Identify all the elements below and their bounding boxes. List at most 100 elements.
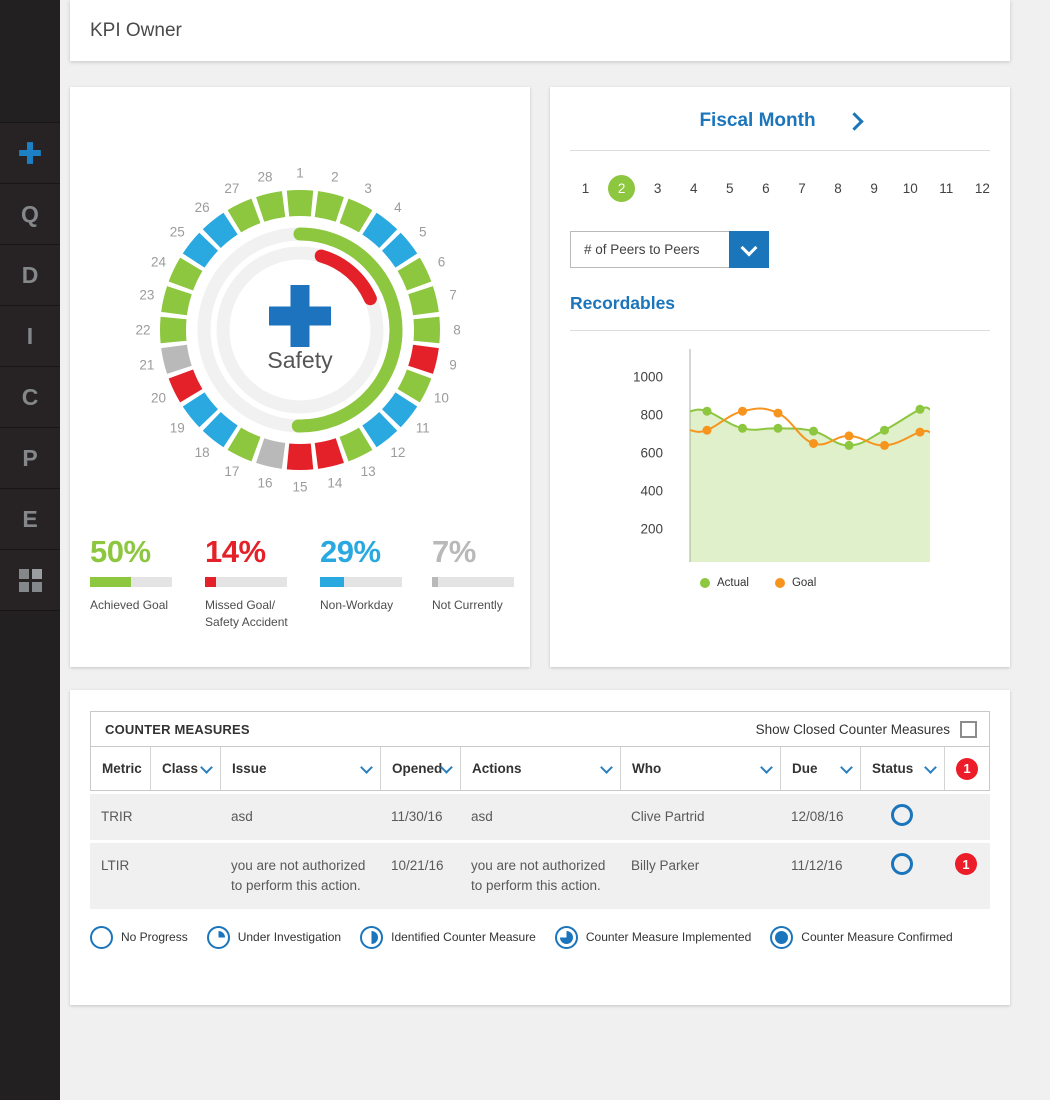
fiscal-month-selector: 1 2 3 4 5 6 7 8 9 10 11 12 [550,174,1010,202]
column-header-due[interactable]: Due [781,747,861,790]
cell-who: Clive Partrid [631,809,705,824]
cell-actions: asd [471,809,493,824]
day-segment-25[interactable] [182,232,218,268]
area-fill [690,407,930,562]
day-segment-23[interactable] [161,286,192,316]
sidebar-item-e[interactable]: E [0,488,60,549]
day-segment-5[interactable] [382,232,418,268]
day-segment-17[interactable] [227,427,261,462]
data-point-actual [738,423,747,433]
data-point-goal [880,440,889,450]
fiscal-month-11[interactable]: 11 [939,180,954,196]
cell-class [150,843,220,909]
column-header-who[interactable]: Who [621,747,781,790]
fiscal-month-12[interactable]: 12 [974,180,990,196]
day-segment-19[interactable] [182,392,218,428]
status-legend-item: Counter Measure Confirmed [770,925,953,949]
sort-chevron-icon[interactable] [360,760,373,774]
column-header-status[interactable]: Status [861,747,945,790]
recordables-chart: 200 400 600 800 1000 [633,349,931,562]
day-segment-20[interactable] [168,369,203,403]
day-segment-14[interactable] [314,438,344,469]
sort-chevron-icon[interactable] [840,760,853,774]
day-segment-16[interactable] [256,438,286,469]
day-segment-13[interactable] [339,427,373,462]
table-body: TRIR asd 11/30/16 asd Clive Partrid 12/08/16 L… [90,794,990,909]
sort-chevron-icon[interactable] [760,760,773,774]
y-tick-label: 600 [640,446,663,461]
status-pie-fill [95,931,108,944]
progress-arc-missed [314,249,377,306]
fiscal-month-5[interactable]: 5 [726,180,734,196]
day-segment-28[interactable] [256,191,286,222]
day-segment-11[interactable] [382,392,418,428]
sidebar-item-label: C [21,383,39,410]
day-segment-9[interactable] [408,344,439,374]
sidebar-item-apps[interactable] [0,549,60,611]
day-segment-1[interactable] [286,190,314,217]
day-segment-12[interactable] [362,412,398,448]
cell-status [860,843,944,909]
alert-count-badge: 1 [955,853,977,875]
grid-icon [18,568,42,592]
stat-label: Non-Workday [320,598,394,612]
metric-dropdown-button[interactable] [729,231,769,268]
day-segment-7[interactable] [408,286,439,316]
day-segment-15[interactable] [286,443,314,471]
safety-stat-missed: 14% Missed Goal/Safety Accident [205,534,320,632]
day-segment-18[interactable] [202,412,238,448]
sidebar-item-p[interactable]: P [0,427,60,488]
status-icon-no-progress[interactable] [891,804,913,826]
sidebar-item-add[interactable] [0,122,60,183]
donut-center-title: Safety [267,347,333,373]
day-segment-2[interactable] [314,191,344,222]
cell-actions: you are not authorized to perform this a… [471,858,606,894]
day-segment-3[interactable] [339,198,373,233]
day-segment-6[interactable] [397,257,432,291]
fiscal-month-6[interactable]: 6 [762,180,770,196]
column-header-issue[interactable]: Issue [221,747,381,790]
sidebar-item-c[interactable]: C [0,366,60,427]
day-label: 17 [224,464,239,479]
stat-progress-fill [432,577,438,587]
fiscal-month-4[interactable]: 4 [689,180,698,196]
day-segment-21[interactable] [161,344,192,374]
plus-icon[interactable] [269,285,331,347]
fiscal-month-9[interactable]: 9 [870,180,878,196]
show-closed-checkbox[interactable] [960,720,977,738]
fiscal-month-8[interactable]: 8 [834,180,842,196]
table-title: COUNTER MEASURES [105,721,250,737]
status-icon-no-progress[interactable] [891,853,913,875]
sort-chevron-icon[interactable] [600,760,613,774]
metric-dropdown-value[interactable]: # of Peers to Peers [570,231,729,268]
day-segment-24[interactable] [168,257,203,291]
sidebar-item-q[interactable]: Q [0,183,60,244]
recordables-title: Recordables [570,293,676,313]
column-header-actions[interactable]: Actions [461,747,621,790]
fiscal-month-7[interactable]: 7 [798,180,806,196]
fiscal-month-1[interactable]: 1 [581,180,590,196]
day-segment-8[interactable] [413,316,441,344]
fiscal-month-2[interactable]: 2 [608,174,636,202]
status-legend-item: Under Investigation [206,925,341,949]
stat-label: Not Currently [432,598,503,612]
day-segment-26[interactable] [202,212,238,248]
sort-chevron-icon[interactable] [924,760,937,774]
day-segment-22[interactable] [160,316,187,344]
sidebar-item-i[interactable]: I [0,305,60,366]
legend-item-actual: Actual [700,577,749,589]
cell-alert [944,794,988,840]
safety-stats: 50% Achieved Goal 14% Missed Goal/Safety Ac… [90,534,516,632]
metric-dropdown[interactable]: # of Peers to Peers [570,231,1010,268]
sidebar-item-d[interactable]: D [0,244,60,305]
day-segment-4[interactable] [362,212,398,248]
fiscal-month-3[interactable]: 3 [653,180,662,196]
chevron-right-icon[interactable] [844,111,864,131]
day-segment-27[interactable] [227,198,261,233]
day-segment-10[interactable] [397,369,432,403]
fiscal-month-10[interactable]: 10 [902,180,918,196]
sort-chevron-icon[interactable] [200,760,213,774]
column-header-opened[interactable]: Opened [381,747,461,790]
column-header-class[interactable]: Class [151,747,221,790]
column-label: Class [162,761,199,776]
